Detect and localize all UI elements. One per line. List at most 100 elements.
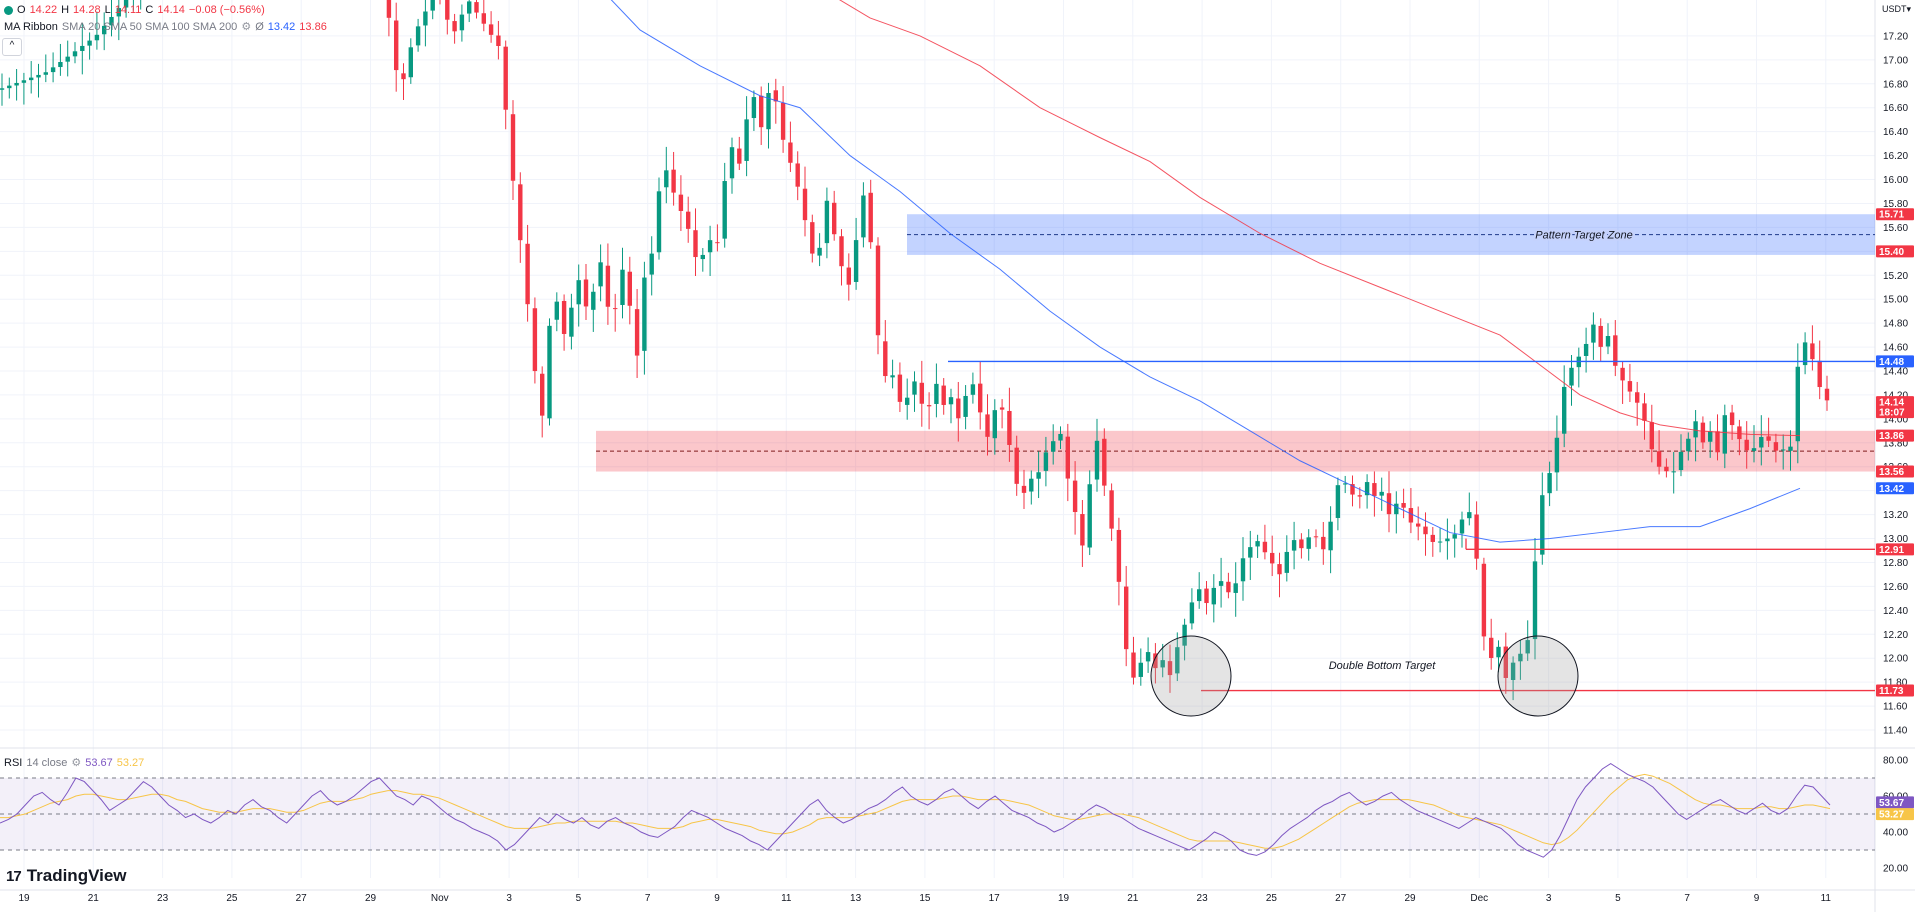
candle-body	[1277, 564, 1282, 575]
candle-body	[788, 142, 793, 163]
rsi-params: 14 close	[26, 757, 68, 769]
candle-body	[1328, 521, 1333, 551]
candle-body	[620, 269, 625, 305]
candle-body	[1510, 662, 1516, 681]
candle-body	[1204, 588, 1209, 604]
candle-body	[1408, 508, 1414, 523]
candle-body	[700, 254, 705, 260]
candle-body	[29, 77, 34, 81]
candle-body	[861, 195, 866, 238]
candle-body	[919, 382, 924, 404]
candle-body	[1379, 491, 1384, 496]
candle-body	[1773, 442, 1779, 451]
candle-body	[1131, 652, 1136, 678]
candle-body	[1715, 431, 1720, 453]
candle-body	[1313, 536, 1319, 538]
candle-body	[467, 1, 472, 14]
gear-icon[interactable]: ⚙	[241, 21, 252, 33]
candle-body	[576, 280, 581, 305]
gear-icon[interactable]: ⚙	[71, 757, 82, 769]
candle-body	[627, 271, 632, 306]
price-tick-label: 13.00	[1883, 534, 1908, 545]
candle-body	[1737, 426, 1742, 440]
candle-body	[839, 236, 844, 267]
candle-body	[1810, 343, 1815, 360]
low-label: L	[104, 4, 111, 16]
candle-body	[656, 191, 662, 253]
price-tag	[1876, 465, 1914, 478]
price-tag-label: 13.56	[1879, 467, 1904, 478]
time-tick-label: 3	[506, 893, 512, 904]
price-tag-countdown: 18:07	[1879, 408, 1905, 419]
collapse-legend-button[interactable]: ^	[2, 38, 22, 56]
candle-body	[802, 188, 808, 221]
close-value: 14.14	[157, 4, 185, 16]
candle-body	[1364, 482, 1370, 496]
ma-ribbon-value-blue: 13.42	[267, 21, 296, 33]
candle-body	[1394, 503, 1399, 515]
candle-body	[1729, 412, 1735, 426]
candle-body	[1343, 483, 1348, 485]
candle-body	[1007, 410, 1012, 445]
candle-body	[1459, 519, 1465, 534]
candle-body	[978, 383, 983, 413]
candle-body	[1080, 514, 1085, 546]
candle-body	[671, 169, 676, 193]
time-tick-label: 11	[1821, 893, 1832, 904]
candle-body	[810, 222, 815, 254]
candle-body	[7, 85, 12, 89]
rsi-tag-label: 53.67	[1879, 798, 1904, 809]
candle-body	[87, 40, 92, 46]
candle-body	[912, 381, 917, 395]
currency-label: USDT	[1881, 4, 1907, 14]
candle-body	[525, 243, 530, 305]
currency-selector[interactable]: USDT▾	[1882, 4, 1911, 15]
candle-body	[452, 21, 457, 32]
candle-body	[985, 414, 990, 437]
candle-body	[1598, 325, 1603, 347]
candle-body	[569, 307, 574, 337]
candle-body	[1299, 539, 1304, 549]
candle-body	[1722, 415, 1727, 454]
time-tick-label: 23	[1197, 893, 1209, 904]
candle-body	[459, 14, 465, 31]
candle-body	[1167, 661, 1173, 676]
candle-body	[875, 245, 881, 336]
candle-body	[1759, 437, 1764, 448]
ma-layer	[610, 0, 1801, 543]
candle-body	[1802, 342, 1808, 366]
candle-layer	[0, 0, 1830, 701]
candle-body	[1708, 431, 1713, 442]
candle-body	[1656, 451, 1662, 467]
rsi-value: 53.67	[85, 757, 113, 769]
price-tag	[1876, 684, 1914, 697]
candle-body	[1160, 660, 1165, 668]
candle-body	[1686, 438, 1691, 452]
candle-body	[1284, 551, 1289, 573]
candle-body	[1562, 386, 1567, 434]
price-tick-label: 12.20	[1883, 630, 1908, 641]
candle-body	[1218, 581, 1224, 586]
price-tick-label: 15.00	[1883, 295, 1908, 306]
candle-body	[598, 262, 603, 287]
candle-body	[1255, 541, 1260, 547]
candle-body	[686, 211, 691, 229]
price-tag	[1876, 245, 1914, 258]
close-label: C	[145, 4, 154, 16]
candle-body	[518, 184, 523, 241]
candle-body	[401, 73, 406, 80]
candle-body	[540, 373, 545, 416]
price-tick-label: 14.20	[1883, 390, 1908, 401]
tradingview-logo[interactable]: 17 TradingView	[6, 866, 127, 886]
ma-ribbon-legend[interactable]: MA Ribbon SMA 20 SMA 50 SMA 100 SMA 200 …	[4, 20, 327, 34]
candle-body	[1153, 653, 1158, 669]
candle-body	[1489, 637, 1494, 658]
price-tick-label: 16.20	[1883, 151, 1908, 162]
candle-body	[1532, 561, 1538, 640]
candle-body	[956, 398, 961, 419]
candle-body	[423, 11, 428, 26]
rsi-legend[interactable]: RSI 14 close ⚙ 53.67 53.27	[4, 756, 144, 770]
